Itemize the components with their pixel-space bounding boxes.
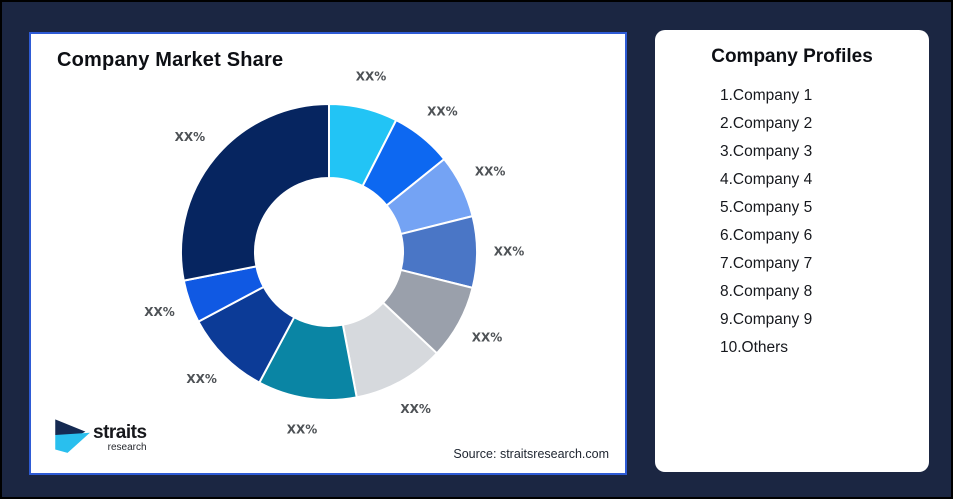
segment-label: XX% — [175, 130, 206, 144]
list-item: 10.Others — [720, 339, 789, 356]
segment-label: XX% — [494, 245, 525, 259]
list-item: 3.Company 3 — [720, 143, 813, 160]
list-item: 2.Company 2 — [720, 115, 813, 132]
list-item: 8.Company 8 — [720, 283, 813, 300]
segment-label: XX% — [475, 164, 506, 178]
logo-subtitle: research — [107, 441, 147, 453]
straits-research-logo: straits research — [53, 416, 147, 459]
segment-label: XX% — [144, 305, 175, 319]
chart-title: Company Market Share — [57, 49, 284, 71]
source-note: Source: straitsresearch.com — [453, 447, 609, 461]
segment-label: XX% — [356, 70, 387, 84]
list-item: 1.Company 1 — [720, 87, 813, 104]
straits-logo-icon — [53, 416, 91, 459]
donut-segment — [180, 103, 330, 282]
segment-label: XX% — [400, 402, 431, 416]
donut-chart: XX% XX% XX% XX% XX% XX% XX% XX% XX% XX% — [144, 70, 525, 437]
list-item: 9.Company 9 — [720, 311, 813, 328]
segment-label: XX% — [287, 423, 318, 437]
list-item: 7.Company 7 — [720, 255, 813, 272]
segment-label: XX% — [427, 105, 458, 119]
segment-label: XX% — [186, 372, 217, 386]
market-share-card: Company Market Share XX% XX% XX% XX% XX% XX% X… — [29, 32, 627, 475]
list-item: 6.Company 6 — [720, 227, 813, 244]
profiles-list: 1.Company 1 2.Company 2 3.Company 3 4.Compa… — [655, 82, 929, 362]
list-item: 4.Company 4 — [720, 171, 813, 188]
company-profiles-card: Company Profiles 1.Company 1 2.Company 2 3… — [655, 30, 929, 472]
profiles-title: Company Profiles — [711, 46, 873, 67]
logo-name: straits — [93, 421, 147, 443]
list-item: 5.Company 5 — [720, 199, 813, 216]
segment-label: XX% — [472, 331, 503, 345]
